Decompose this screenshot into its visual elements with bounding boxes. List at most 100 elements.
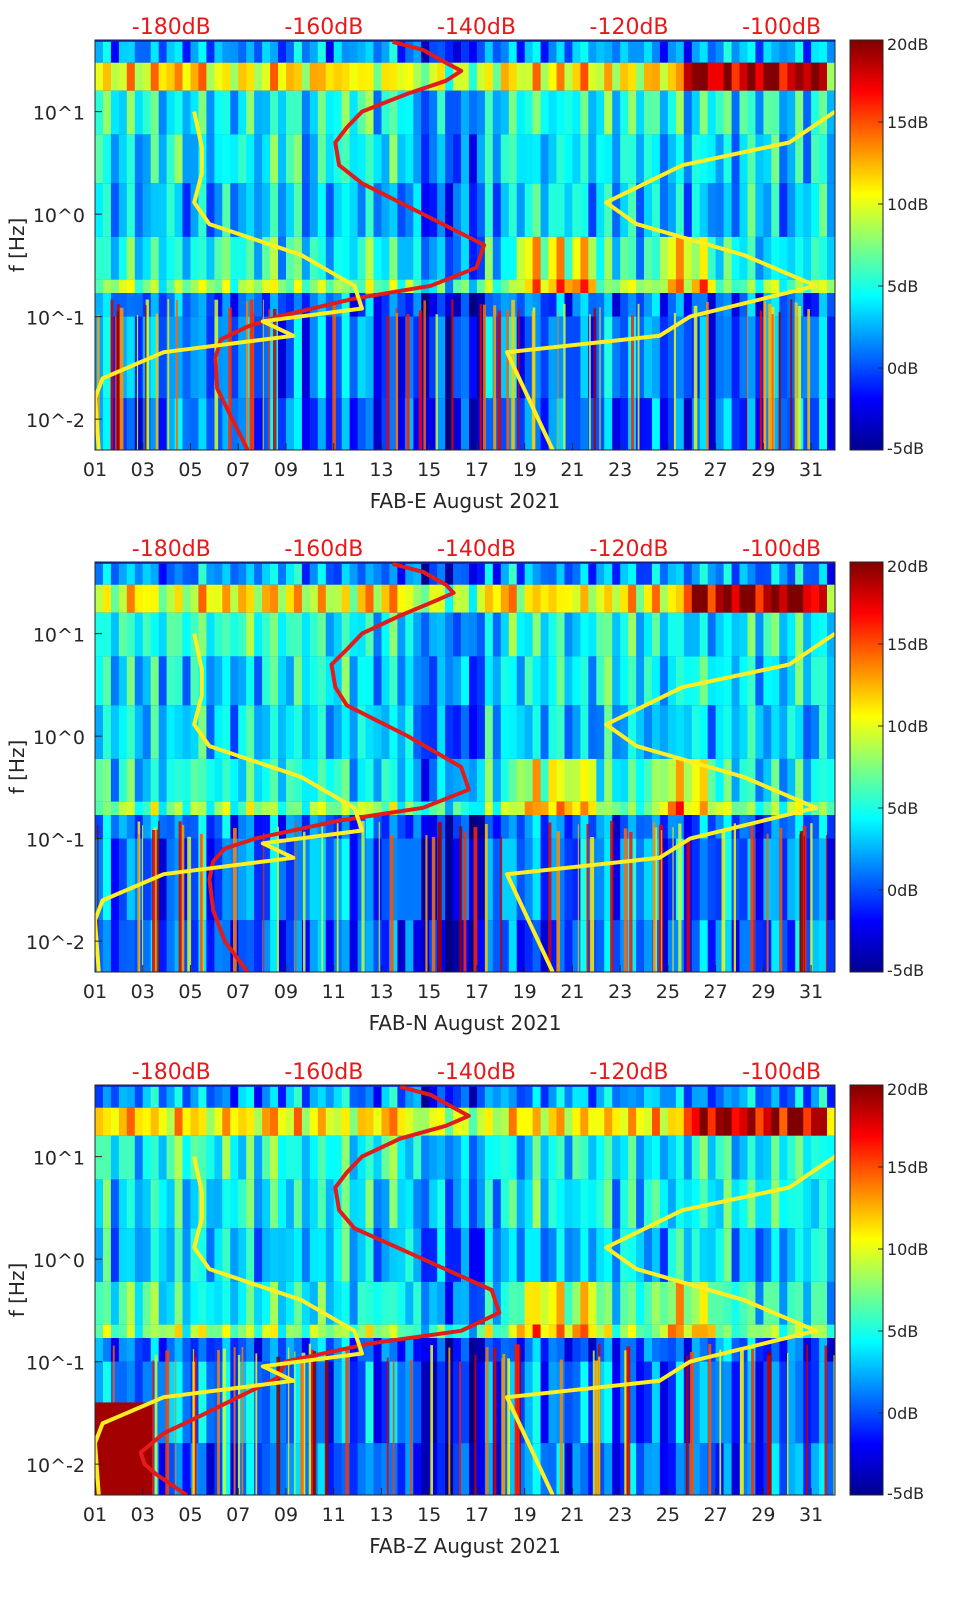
colorbar-tick-label: 5dB	[887, 1322, 918, 1341]
x-tick-label: 07	[226, 981, 250, 1003]
y-axis-title: f [Hz]	[5, 1263, 29, 1318]
high-noise-model-curve	[505, 1154, 835, 1495]
colorbar-tick-label: 10dB	[887, 195, 929, 214]
low-noise-model-curve	[95, 1156, 364, 1495]
x-tick-label: 23	[608, 459, 632, 481]
x-tick-label: 11	[322, 1504, 346, 1526]
top-axis-tick-label: -160dB	[284, 537, 363, 562]
colorbar: 20dB 15dB 10dB 5dB 0dB -5dB	[849, 1080, 929, 1503]
x-tick-label: 11	[322, 981, 346, 1003]
x-tick-label: 05	[178, 981, 202, 1003]
x-tick-label: 23	[608, 1504, 632, 1526]
x-tick-label: 01	[83, 459, 107, 481]
colorbar-tick-label: 20dB	[887, 1080, 929, 1099]
x-tick-label: 25	[656, 981, 680, 1003]
top-axis-tick-label: -180dB	[132, 15, 211, 40]
x-tick-label: 01	[83, 1504, 107, 1526]
y-tick-label: 10^1	[33, 103, 85, 125]
x-tick-label: 29	[751, 981, 775, 1003]
x-tick-label: 29	[751, 459, 775, 481]
colorbar: 20dB 15dB 10dB 5dB 0dB -5dB	[849, 557, 929, 980]
x-tick-label: 03	[131, 1504, 155, 1526]
x-tick-label: 21	[560, 981, 584, 1003]
median-psd-curve	[138, 1085, 502, 1495]
y-tick-label: 10^1	[33, 1148, 85, 1170]
x-axis-title: FAB-N August 2021	[369, 1011, 562, 1035]
top-axis-tick-label: -180dB	[132, 537, 211, 562]
x-tick-label: 27	[704, 459, 728, 481]
colorbar: 20dB 15dB 10dB 5dB 0dB -5dB	[849, 35, 929, 458]
x-tick-label: 11	[322, 459, 346, 481]
colorbar-tick-label: 10dB	[887, 1240, 929, 1259]
x-tick-label: 25	[656, 459, 680, 481]
x-tick-label: 13	[369, 459, 393, 481]
x-tick-label: 21	[560, 459, 584, 481]
spectrogram-panel: 01 03 05 07 09 11 13 15 17 19 21 23 25 27 29 31 10^1 10^0…	[5, 1060, 929, 1558]
high-noise-model-curve	[505, 631, 835, 972]
colorbar-tick-label: 5dB	[887, 277, 918, 296]
x-tick-label: 15	[417, 1504, 441, 1526]
y-tick-label: 10^-1	[26, 308, 85, 330]
x-tick-label: 31	[799, 1504, 823, 1526]
colorbar-gradient	[849, 1084, 884, 1496]
colorbar-gradient	[849, 561, 884, 973]
top-axis-tick-label: -160dB	[284, 1060, 363, 1085]
y-tick-label: 10^0	[33, 727, 85, 749]
x-tick-label: 31	[799, 981, 823, 1003]
x-tick-label: 15	[417, 459, 441, 481]
colorbar-tick-label: -5dB	[887, 961, 924, 980]
colorbar-tick-label: 20dB	[887, 557, 929, 576]
x-tick-label: 09	[274, 981, 298, 1003]
x-tick-label: 01	[83, 981, 107, 1003]
spectrogram-image	[95, 40, 835, 450]
top-axis-tick-label: -180dB	[132, 1060, 211, 1085]
x-tick-label: 31	[799, 459, 823, 481]
x-tick-label: 05	[178, 459, 202, 481]
y-axis-title: f [Hz]	[5, 218, 29, 273]
x-tick-label: 25	[656, 1504, 680, 1526]
x-tick-label: 07	[226, 459, 250, 481]
colorbar-tick-label: 15dB	[887, 1158, 929, 1177]
colorbar-tick-label: -5dB	[887, 439, 924, 458]
x-tick-label: 13	[369, 981, 393, 1003]
colorbar-tick-label: 15dB	[887, 113, 929, 132]
x-tick-label: 23	[608, 981, 632, 1003]
colorbar-tick-label: 0dB	[887, 881, 918, 900]
x-tick-label: 19	[513, 981, 537, 1003]
y-tick-label: 10^-1	[26, 1353, 85, 1375]
x-tick-label: 09	[274, 1504, 298, 1526]
x-tick-label: 27	[704, 1504, 728, 1526]
colorbar-tick-label: 15dB	[887, 635, 929, 654]
y-tick-label: 10^0	[33, 205, 85, 227]
colorbar-tick-label: 10dB	[887, 717, 929, 736]
top-axis-tick-label: -100dB	[742, 15, 821, 40]
top-axis-tick-label: -120dB	[590, 15, 669, 40]
y-axis-title: f [Hz]	[5, 740, 29, 795]
colorbar-tick-label: 0dB	[887, 1404, 918, 1423]
y-tick-label: 10^-2	[26, 1455, 85, 1477]
x-tick-label: 19	[513, 1504, 537, 1526]
x-tick-label: 09	[274, 459, 298, 481]
top-axis-tick-label: -120dB	[590, 537, 669, 562]
colorbar-tick-label: -5dB	[887, 1484, 924, 1503]
low-noise-model-curve	[95, 633, 364, 972]
colorbar-tick-label: 20dB	[887, 35, 929, 54]
top-axis-tick-label: -100dB	[742, 537, 821, 562]
y-tick-label: 10^-1	[26, 830, 85, 852]
top-axis-tick-label: -160dB	[284, 15, 363, 40]
axes-box	[94, 1084, 836, 1496]
y-tick-label: 10^1	[33, 625, 85, 647]
x-tick-label: 07	[226, 1504, 250, 1526]
colorbar-tick-label: 5dB	[887, 799, 918, 818]
x-axis-title: FAB-Z August 2021	[369, 1534, 561, 1558]
y-tick-label: 10^-2	[26, 932, 85, 954]
spectrogram-image	[95, 1085, 835, 1495]
colorbar-gradient	[849, 39, 884, 451]
spectrogram-image	[95, 562, 835, 972]
top-axis-tick-label: -140dB	[437, 15, 516, 40]
x-tick-label: 29	[751, 1504, 775, 1526]
low-noise-model-curve	[95, 111, 364, 450]
x-tick-label: 27	[704, 981, 728, 1003]
top-axis-tick-label: -120dB	[590, 1060, 669, 1085]
